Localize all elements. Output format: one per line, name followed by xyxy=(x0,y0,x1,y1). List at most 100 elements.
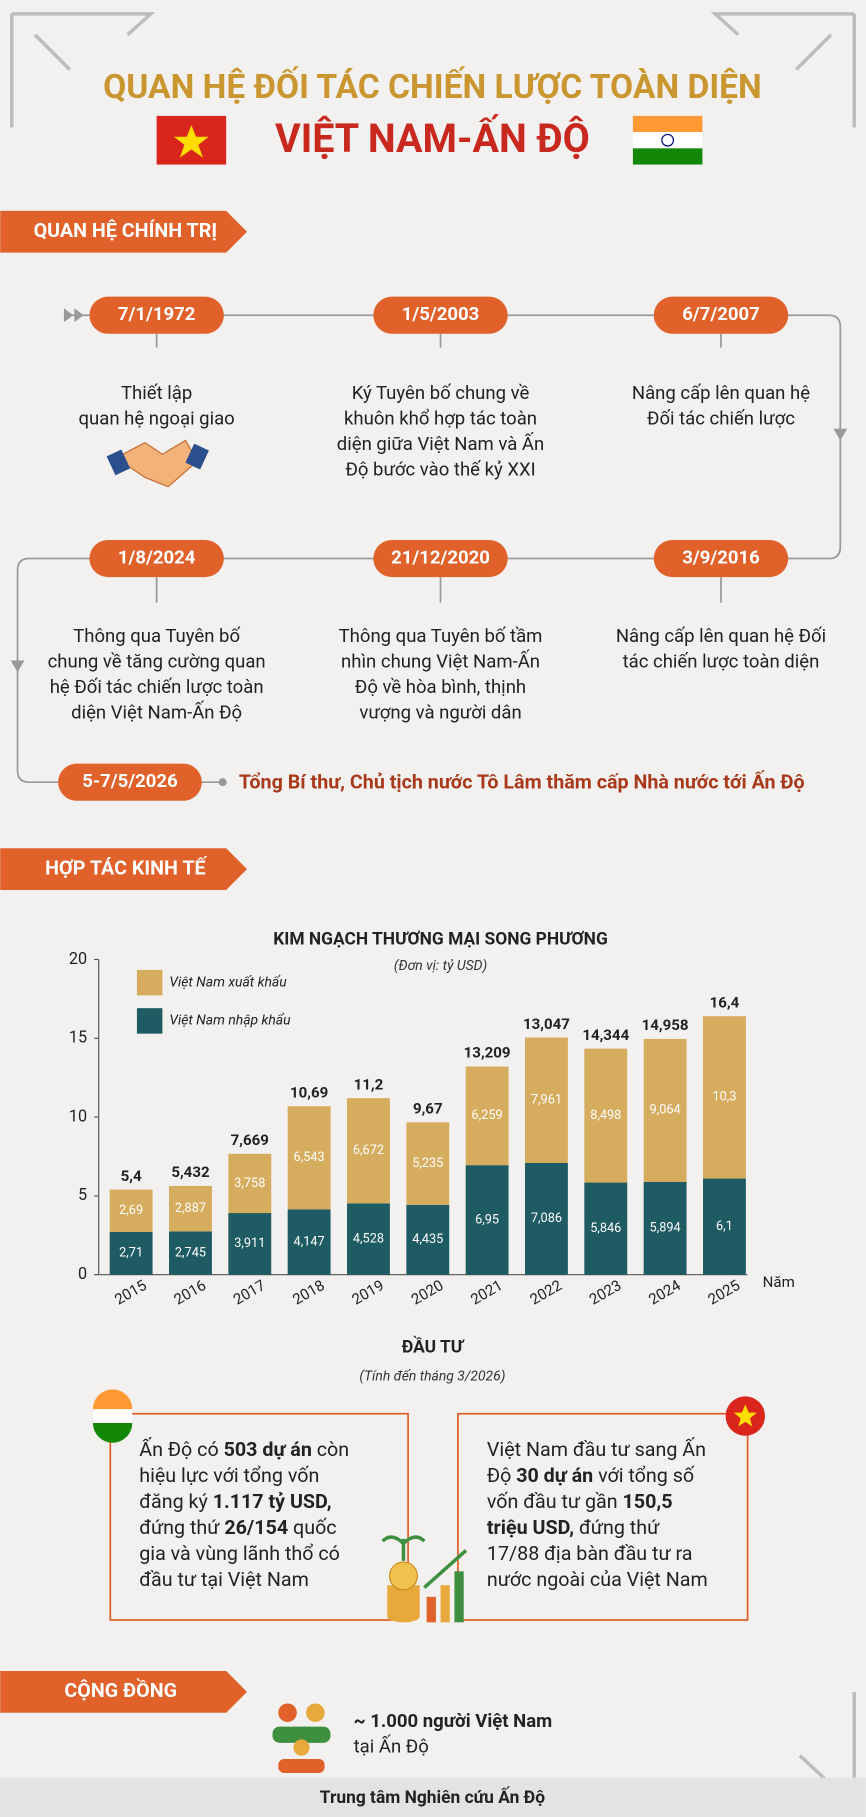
legend-label: Việt Nam xuất khẩu xyxy=(169,973,287,990)
value-label: 10,3 xyxy=(712,1090,736,1105)
bar-segment xyxy=(525,1037,568,1164)
bar-segment xyxy=(109,1231,153,1275)
bar-segment xyxy=(525,1163,568,1275)
event-text: diện Việt Nam-Ấn Độ xyxy=(71,701,242,724)
cuff xyxy=(185,443,209,470)
ornament xyxy=(10,12,156,128)
legend-swatch xyxy=(136,1008,163,1034)
value-label: 6,95 xyxy=(475,1212,499,1227)
y-tick-label: 20 xyxy=(69,949,87,968)
event-text: tác chiến lược toàn diện xyxy=(623,651,820,673)
total-label: 10,69 xyxy=(290,1083,328,1101)
person xyxy=(278,1703,297,1722)
section-banner xyxy=(0,210,248,253)
invest-segment: đầu tư tại Việt Nam xyxy=(139,1568,309,1591)
invest-segment: còn xyxy=(312,1438,349,1461)
invest-segment: vốn đầu tư gần xyxy=(487,1490,623,1513)
value-label: 6,672 xyxy=(353,1143,384,1158)
people-icon xyxy=(272,1703,331,1773)
y-tick-label: 10 xyxy=(69,1106,87,1125)
date-pill xyxy=(58,763,202,801)
bar-segment xyxy=(287,1209,331,1275)
footer: Trung tâm Nghiên cứu Ấn Độ xyxy=(320,1787,545,1808)
date-pill xyxy=(89,296,224,334)
event-text: quan hệ ngoại giao xyxy=(79,407,235,429)
bar-segment xyxy=(703,1178,746,1275)
subtitle: VIỆT NAM-ẤN ĐỘ xyxy=(275,115,590,162)
value-label: 3,911 xyxy=(234,1236,265,1251)
section-title: QUAN HỆ CHÍNH TRỊ xyxy=(34,218,217,242)
event-text: Ký Tuyên bố chung về xyxy=(352,382,530,404)
date: 1/5/2003 xyxy=(402,303,480,325)
chart-subtitle: (Đơn vị: tỷ USD) xyxy=(394,958,487,974)
date: 7/1/1972 xyxy=(118,303,196,325)
date: 5-7/5/2026 xyxy=(82,770,177,792)
value-label: 4,435 xyxy=(412,1232,443,1247)
invest-box-right xyxy=(457,1412,749,1621)
handshake-icon xyxy=(106,439,209,488)
invest-line: gia và vùng lãnh thổ có xyxy=(139,1542,340,1565)
invest-line: Ấn Độ có 503 dự án còn xyxy=(139,1436,349,1461)
bar-segment xyxy=(465,1066,509,1166)
invest-line: đầu tư tại Việt Nam xyxy=(139,1568,309,1591)
invest-line: đứng thứ 26/154 quốc xyxy=(139,1516,336,1539)
invest-segment: nước ngoài của Việt Nam xyxy=(487,1568,708,1591)
event-text: chung về tăng cường quan xyxy=(48,651,266,673)
date-pill xyxy=(653,540,789,578)
bar xyxy=(454,1571,464,1623)
invest-segment: quốc xyxy=(288,1516,336,1539)
total-label: 13,047 xyxy=(523,1015,570,1033)
date: 6/7/2007 xyxy=(682,303,760,325)
flag-band xyxy=(632,132,703,149)
date: 1/8/2024 xyxy=(118,546,196,568)
bar-segment xyxy=(406,1204,450,1275)
section-title: HỢP TÁC KINH TẾ xyxy=(45,854,207,879)
bar-segment xyxy=(643,1181,687,1275)
person xyxy=(306,1703,325,1722)
invest-segment: Ấn Độ có xyxy=(139,1436,223,1461)
bar-segment xyxy=(584,1182,628,1275)
section-title: CỘNG ĐỒNG xyxy=(64,1677,177,1702)
vn-flag xyxy=(156,115,227,165)
bar-segment xyxy=(228,1153,272,1214)
value-label: 7,961 xyxy=(531,1093,562,1108)
event-text: khuôn khổ hợp tác toàn xyxy=(344,407,537,429)
value-label: 5,894 xyxy=(650,1221,681,1236)
event-text: Đối tác chiến lược xyxy=(647,407,795,429)
bar-segment xyxy=(228,1213,272,1275)
invest-segment: 17/88 địa bàn đầu tư ra xyxy=(487,1542,693,1565)
y-tick-label: 15 xyxy=(69,1028,87,1047)
band xyxy=(92,1389,133,1410)
date-pill xyxy=(653,296,789,334)
invest-segment: với tổng số xyxy=(593,1464,695,1487)
invest-line: triệu USD, đứng thứ xyxy=(487,1516,660,1539)
value-label: 2,745 xyxy=(175,1245,206,1260)
band xyxy=(92,1423,133,1443)
invest-subtitle: (Tính đến tháng 3/2026) xyxy=(359,1367,505,1384)
vn-flag-round xyxy=(725,1396,765,1436)
invest-segment: đăng ký xyxy=(139,1490,212,1513)
invest-segment: hiệu lực với tổng vốn xyxy=(139,1464,319,1487)
invest-segment: đứng thứ xyxy=(574,1516,660,1539)
total-label: 16,4 xyxy=(710,993,740,1011)
flag-star xyxy=(174,125,209,158)
section-banner xyxy=(0,1670,248,1713)
value-label: 5,235 xyxy=(412,1156,443,1171)
bodies xyxy=(278,1759,325,1773)
total-label: 9,67 xyxy=(413,1100,443,1118)
event-text: Độ về hòa bình, thịnh xyxy=(355,676,526,698)
total-label: 5,4 xyxy=(121,1167,142,1185)
total-label: 11,2 xyxy=(354,1075,384,1093)
value-label: 6,1 xyxy=(716,1219,733,1234)
invest-segment: 150,5 xyxy=(623,1490,673,1513)
value-label: 2,69 xyxy=(119,1203,143,1218)
bar-segment xyxy=(347,1098,390,1204)
in-flag xyxy=(632,115,703,165)
flag-wheel xyxy=(661,133,675,147)
arrow xyxy=(10,660,25,673)
community-line2: tại Ấn Độ xyxy=(354,1734,429,1757)
bar-segment xyxy=(109,1189,153,1232)
bar-segment xyxy=(287,1106,331,1210)
date: 21/12/2020 xyxy=(391,546,490,568)
